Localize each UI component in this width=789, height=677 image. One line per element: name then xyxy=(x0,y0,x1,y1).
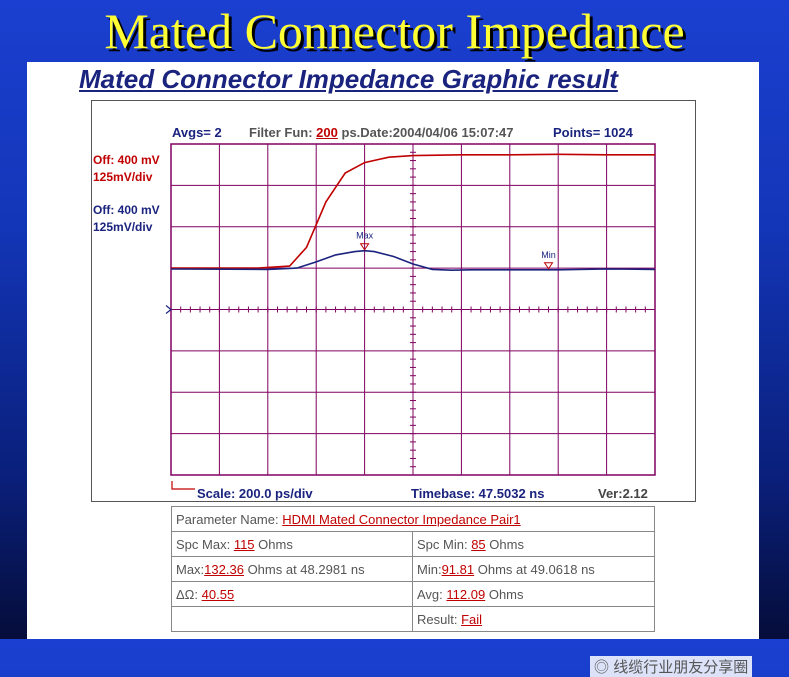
watermark: ◎ 线缆行业朋友分享圈 xyxy=(590,656,753,677)
avg-label: Avg: xyxy=(417,586,443,602)
min-cell: Min:91.81 Ohms at 49.0618 ns xyxy=(412,556,655,582)
spc-min-label: Spc Min: xyxy=(417,536,468,552)
scope-frame xyxy=(91,100,696,502)
channel-1-scale: 125mV/div xyxy=(93,170,153,184)
slide-title: Mated Connector Impedance xyxy=(104,3,685,59)
result-value: Fail xyxy=(461,611,483,627)
max-label: Max: xyxy=(176,561,205,577)
marker-min xyxy=(543,262,554,270)
scale-label: Scale: 200.0 ps/div xyxy=(197,486,313,501)
table-row: Parameter Name: HDMI Mated Connector Imp… xyxy=(171,506,655,532)
impedance-chart: Max Min xyxy=(165,143,656,490)
parameter-name-value: HDMI Mated Connector Impedance Pair1 xyxy=(282,511,521,527)
result-panel: Mated Connector Impedance Graphic result… xyxy=(27,62,759,677)
min-label: Min: xyxy=(417,561,442,577)
avg-cell: Avg: 112.09 Ohms xyxy=(412,581,655,607)
marker-max xyxy=(359,243,370,251)
spc-max-label: Spc Max: xyxy=(176,536,231,552)
result-cell: Result: Fail xyxy=(412,606,655,632)
channel-baseline-arrow xyxy=(165,305,172,314)
table-row: ΔΩ: 40.55 Avg: 112.09 Ohms xyxy=(171,581,655,607)
version-label: Ver:2.12 xyxy=(598,486,648,501)
max-cell: Max:132.36 Ohms at 48.2981 ns xyxy=(171,556,413,582)
series-line-2 xyxy=(170,249,656,272)
timebase-arrow xyxy=(171,481,195,490)
wechat-icon: ◎ xyxy=(594,659,610,676)
channel-2-offset: Off: 400 mV xyxy=(93,203,160,217)
series-line-1 xyxy=(171,153,655,269)
max-value: 132.36 xyxy=(204,561,244,577)
spc-max-cell: Spc Max: 115 Ohms xyxy=(171,531,413,557)
result-label: Result: xyxy=(417,611,458,627)
points-label: Points= 1024 xyxy=(553,125,633,140)
marker-label-min: Min xyxy=(541,250,556,260)
marker-label-max: Max xyxy=(356,231,374,241)
panel-title: Mated Connector Impedance Graphic result xyxy=(79,64,618,94)
min-value: 91.81 xyxy=(441,561,475,577)
avg-unit: Ohms xyxy=(488,586,524,602)
filter-value: 200 xyxy=(316,125,338,140)
channel-2-info: Off: 400 mV 125mV/div xyxy=(93,202,160,236)
delta-label: ΔΩ: xyxy=(176,586,199,602)
spc-min-unit: Ohms xyxy=(489,536,524,552)
filter-suffix: ps.Date:2004/04/06 15:07:47 xyxy=(341,125,514,140)
delta-cell: ΔΩ: 40.55 xyxy=(171,581,413,607)
table-row: Result: Fail xyxy=(171,606,655,632)
parameter-table: Parameter Name: HDMI Mated Connector Imp… xyxy=(171,506,655,632)
filter-info: Filter Fun: 200 ps.Date:2004/04/06 15:07… xyxy=(249,125,514,140)
spc-min-cell: Spc Min: 85 Ohms xyxy=(412,531,655,557)
parameter-name-cell: Parameter Name: HDMI Mated Connector Imp… xyxy=(171,506,655,532)
empty-cell xyxy=(171,606,413,632)
channel-1-offset: Off: 400 mV xyxy=(93,153,160,167)
spc-max-unit: Ohms xyxy=(258,536,293,552)
table-row: Spc Max: 115 Ohms Spc Min: 85 Ohms xyxy=(171,531,655,557)
spc-max-value: 115 xyxy=(233,536,255,552)
spc-min-value: 85 xyxy=(471,536,486,552)
channel-1-info: Off: 400 mV 125mV/div xyxy=(93,152,160,186)
delta-value: 40.55 xyxy=(201,586,235,602)
timebase-label: Timebase: 47.5032 ns xyxy=(411,486,545,501)
parameter-name-label: Parameter Name: xyxy=(176,511,279,527)
avg-value: 112.09 xyxy=(446,586,486,602)
max-at: Ohms at 48.2981 ns xyxy=(247,561,365,577)
avgs-label: Avgs= 2 xyxy=(172,125,222,140)
channel-2-scale: 125mV/div xyxy=(93,220,153,234)
filter-prefix: Filter Fun: xyxy=(249,125,313,140)
watermark-text: 线缆行业朋友分享圈 xyxy=(613,659,749,676)
table-row: Max:132.36 Ohms at 48.2981 ns Min:91.81 … xyxy=(171,556,655,582)
min-at: Ohms at 49.0618 ns xyxy=(477,561,595,577)
